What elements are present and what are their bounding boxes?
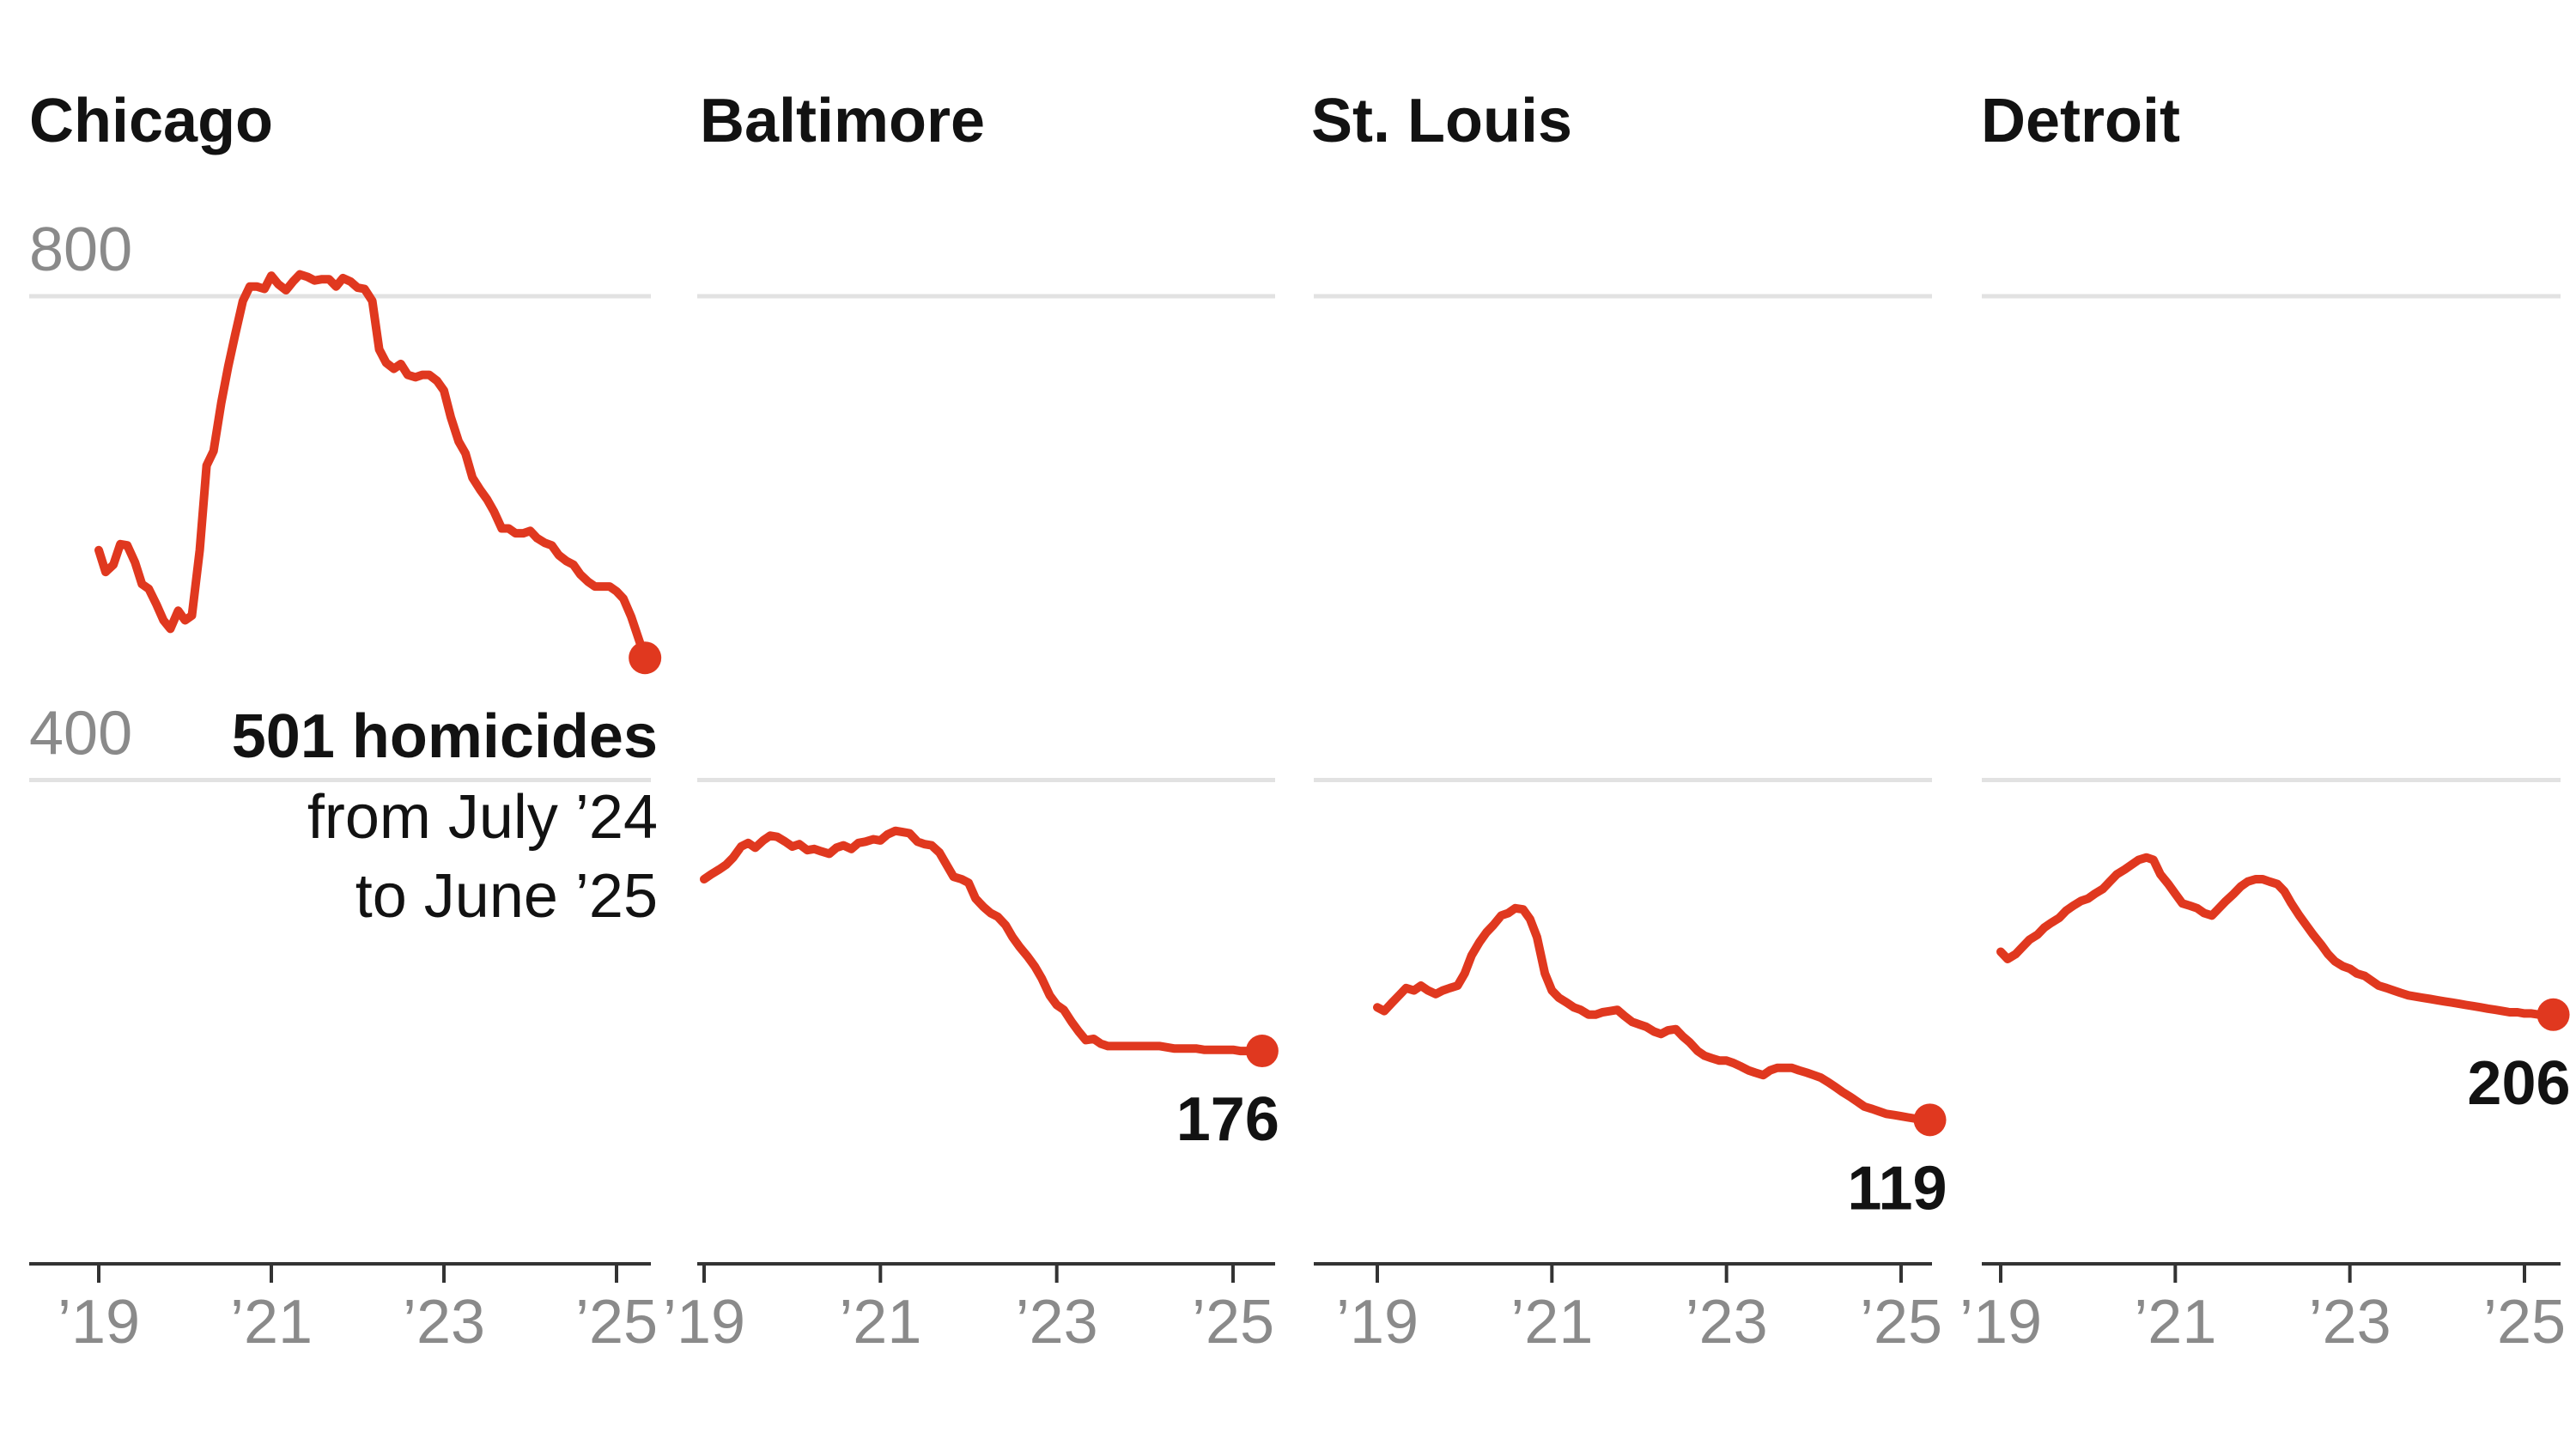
detroit-end-point (2537, 998, 2570, 1031)
st-louis-xtick-label-2025: ’25 (1860, 1288, 1942, 1357)
baltimore-xtick-label-2021: ’21 (839, 1288, 921, 1357)
baltimore-annotation-value: 176 (1176, 1085, 1279, 1154)
detroit-panel: ’19 ’21 ’23 ’25 206 (1959, 294, 2571, 1357)
baltimore-end-point (1245, 1035, 1279, 1068)
chicago-series-line (94, 270, 650, 663)
chicago-panel: 800 400 ’19 ’21 ’23 ’25 501 homicides from July… (29, 216, 662, 1357)
chicago-annotation-value: 501 homicides (232, 702, 658, 771)
baltimore-xtick-label-2019: ’19 (663, 1288, 745, 1357)
detroit-xtick-label-2019: ’19 (1959, 1288, 2042, 1357)
chicago-xtick-label-2025: ’25 (575, 1288, 658, 1357)
st-louis-panel-title: St. Louis (1311, 87, 1572, 155)
detroit-xtick-label-2025: ’25 (2483, 1288, 2566, 1357)
chicago-xtick-label-2021: ’21 (230, 1288, 313, 1357)
chicago-ytick-label-800: 800 (29, 216, 132, 284)
detroit-xtick-label-2023: ’23 (2309, 1288, 2391, 1357)
st-louis-xtick-label-2021: ’21 (1510, 1288, 1593, 1357)
baltimore-xtick-label-2025: ’25 (1192, 1288, 1274, 1357)
st-louis-panel: ’19 ’21 ’23 ’25 119 (1314, 294, 1947, 1357)
st-louis-xtick-label-2019: ’19 (1336, 1288, 1419, 1357)
detroit-annotation-value: 206 (2467, 1049, 2570, 1118)
chicago-annotation-line-1: from July ’24 (307, 783, 658, 852)
chicago-end-point (629, 641, 662, 675)
chicago-xtick-label-2019: ’19 (58, 1288, 140, 1357)
st-louis-annotation-value: 119 (1847, 1154, 1947, 1223)
chicago-ytick-label-400: 400 (29, 700, 132, 768)
chicago-xtick-label-2023: ’23 (403, 1288, 485, 1357)
st-louis-series-line (1373, 903, 1935, 1125)
baltimore-panel-title: Baltimore (700, 87, 986, 155)
baltimore-panel: ’19 ’21 ’23 ’25 176 (663, 294, 1279, 1357)
st-louis-end-point (1913, 1103, 1947, 1137)
detroit-series-line (1996, 853, 2558, 1019)
detroit-panel-title: Detroit (1981, 87, 2180, 155)
detroit-xtick-label-2021: ’21 (2134, 1288, 2216, 1357)
chicago-panel-title: Chicago (29, 87, 274, 155)
baltimore-xtick-label-2023: ’23 (1016, 1288, 1098, 1357)
chicago-annotation-line-2: to June ’25 (355, 862, 658, 931)
st-louis-xtick-label-2023: ’23 (1686, 1288, 1768, 1357)
baltimore-series-line (700, 826, 1267, 1056)
